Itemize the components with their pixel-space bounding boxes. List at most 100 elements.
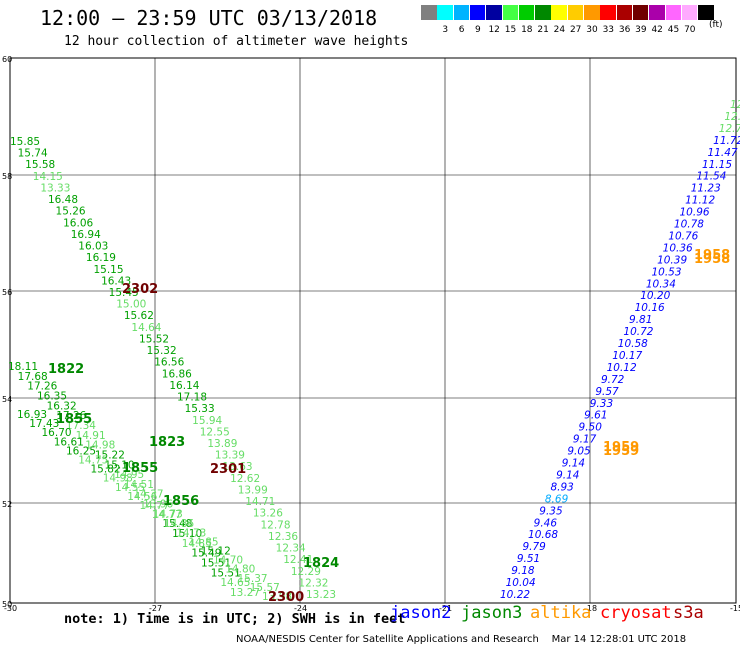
wave-height-label: 10.39 [657,254,687,266]
wave-height-label: 17.68 [18,371,48,383]
wave-height-label: 15.10 [105,459,135,471]
wave-height-label: 9.14 [556,469,579,481]
map-title: 12:00 – 23:59 UTC 03/13/2018 [40,6,378,30]
wave-height-label: 13.39 [215,450,245,462]
wave-height-label: 9.14 [562,458,585,470]
time-label: 1958 [694,248,730,263]
wave-height-label: 11.23 [691,183,721,195]
wave-height-label: 10.53 [651,266,681,278]
wave-height-label: 12.41 [283,554,313,566]
wave-height-label: 9.33 [590,398,613,410]
wave-height-label: 10.36 [663,242,693,254]
lat-label: 54 [2,395,12,404]
wave-height-label: 14.73 [176,527,206,539]
legend-s3a: s3a [673,603,704,623]
wave-height-label: 14.70 [213,555,243,567]
scale-swatch [600,5,616,20]
wave-height-label: 15.49 [191,548,221,560]
wave-height-label: 11.72 [713,135,740,147]
wave-height-label: 17.18 [177,392,207,404]
wave-height-label: 12.32 [298,577,328,589]
wave-height-label: 10.16 [635,302,665,314]
legend-altika: altika [530,603,592,623]
map-frame [9,57,737,604]
wave-height-label: 9.81 [629,314,652,326]
legend-cryosat: cryosat [600,603,672,623]
time-label: 1958 [694,252,730,267]
wave-height-label: 9.79 [522,541,546,553]
wave-height-label: 13.33 [40,182,70,194]
scale-unit: (ft) [709,20,723,30]
legend-jason3: jason3 [461,603,523,623]
wave-height-label: 15.62 [124,310,154,322]
wave-height-label: 16.03 [78,241,108,253]
wave-height-label: 15.82 [91,464,121,476]
wave-height-label: 10.20 [640,290,670,302]
wave-height-label: 15.32 [147,345,177,357]
lon-label: -24 [294,604,307,613]
wave-height-label: 9.61 [584,410,607,422]
scale-label: 12 [488,25,500,35]
scale-swatch [486,5,502,20]
lat-label: 52 [2,500,12,509]
wave-height-label: 12.62 [230,473,260,485]
wave-height-label: 17.26 [27,381,57,393]
wave-height-label: 12.34 [276,543,306,555]
scale-swatch [502,5,518,20]
wave-height-label: 13.27 [230,587,260,599]
wave-height-label: 11.54 [696,171,726,183]
time-label: 1959 [603,444,639,459]
time-label: 1855 [56,412,92,427]
wave-height-label: 16.43 [101,275,131,287]
wave-height-label: 16.48 [48,194,78,206]
wave-height-label: 14.95 [114,469,144,481]
scale-swatch [469,5,486,20]
scale-label: 70 [684,25,696,35]
wave-height-label: 10.78 [674,219,704,231]
wave-height-label: 15.10 [172,528,202,540]
scale-label: 24 [553,25,566,35]
wave-height-label: 15.00 [116,299,146,311]
lon-label: -30 [4,604,17,613]
scale-label: 3 [442,25,449,35]
wave-height-label: 9.17 [573,434,597,446]
scale-swatch [437,5,453,20]
wave-height-label: 14.80 [225,564,255,576]
wave-height-label: 15.58 [25,159,55,171]
scale-swatch [616,5,633,20]
wave-height-label: 11.47 [708,147,738,159]
scale-label: 21 [537,25,549,35]
map-subtitle: 12 hour collection of altimeter wave hei… [64,34,409,49]
scale-swatch [551,5,567,20]
lon-label: -15 [730,604,740,613]
wave-height-label: 13.26 [253,508,283,520]
scale-label: 6 [458,25,465,35]
wave-height-label: 14.65 [220,577,250,589]
wave-height-label: 15.57 [250,582,280,594]
wave-height-label: 13.96 [143,499,173,511]
lat-label: 60 [2,55,12,64]
wave-height-label: 9.50 [579,422,603,434]
lat-label: 56 [2,288,12,297]
wave-height-label: 8.93 [550,481,573,493]
wave-height-label: 14.91 [76,430,106,442]
wave-height-label: 10.04 [506,577,536,589]
wave-height-label: 15.33 [185,403,215,415]
wave-height-label: 14.64 [131,322,161,334]
wave-height-label: 12.7 [724,111,740,123]
scale-swatch [665,5,681,20]
time-label: 1823 [149,435,185,450]
wave-height-label: 13.89 [207,438,237,450]
wave-height-label: 15.26 [56,206,86,218]
scale-label: 33 [602,25,615,35]
wave-height-label: 14.37 [133,489,163,501]
wave-height-label: 14.85 [189,536,219,548]
wave-height-label: 10.68 [528,529,558,541]
wave-height-label: 16.35 [37,390,67,402]
time-label: 1822 [48,362,84,377]
time-label: 2301 [210,462,246,477]
wave-height-label: 8.69 [545,493,569,505]
wave-height-label: 9.57 [595,386,619,398]
wave-height-label: 10.76 [668,230,698,242]
